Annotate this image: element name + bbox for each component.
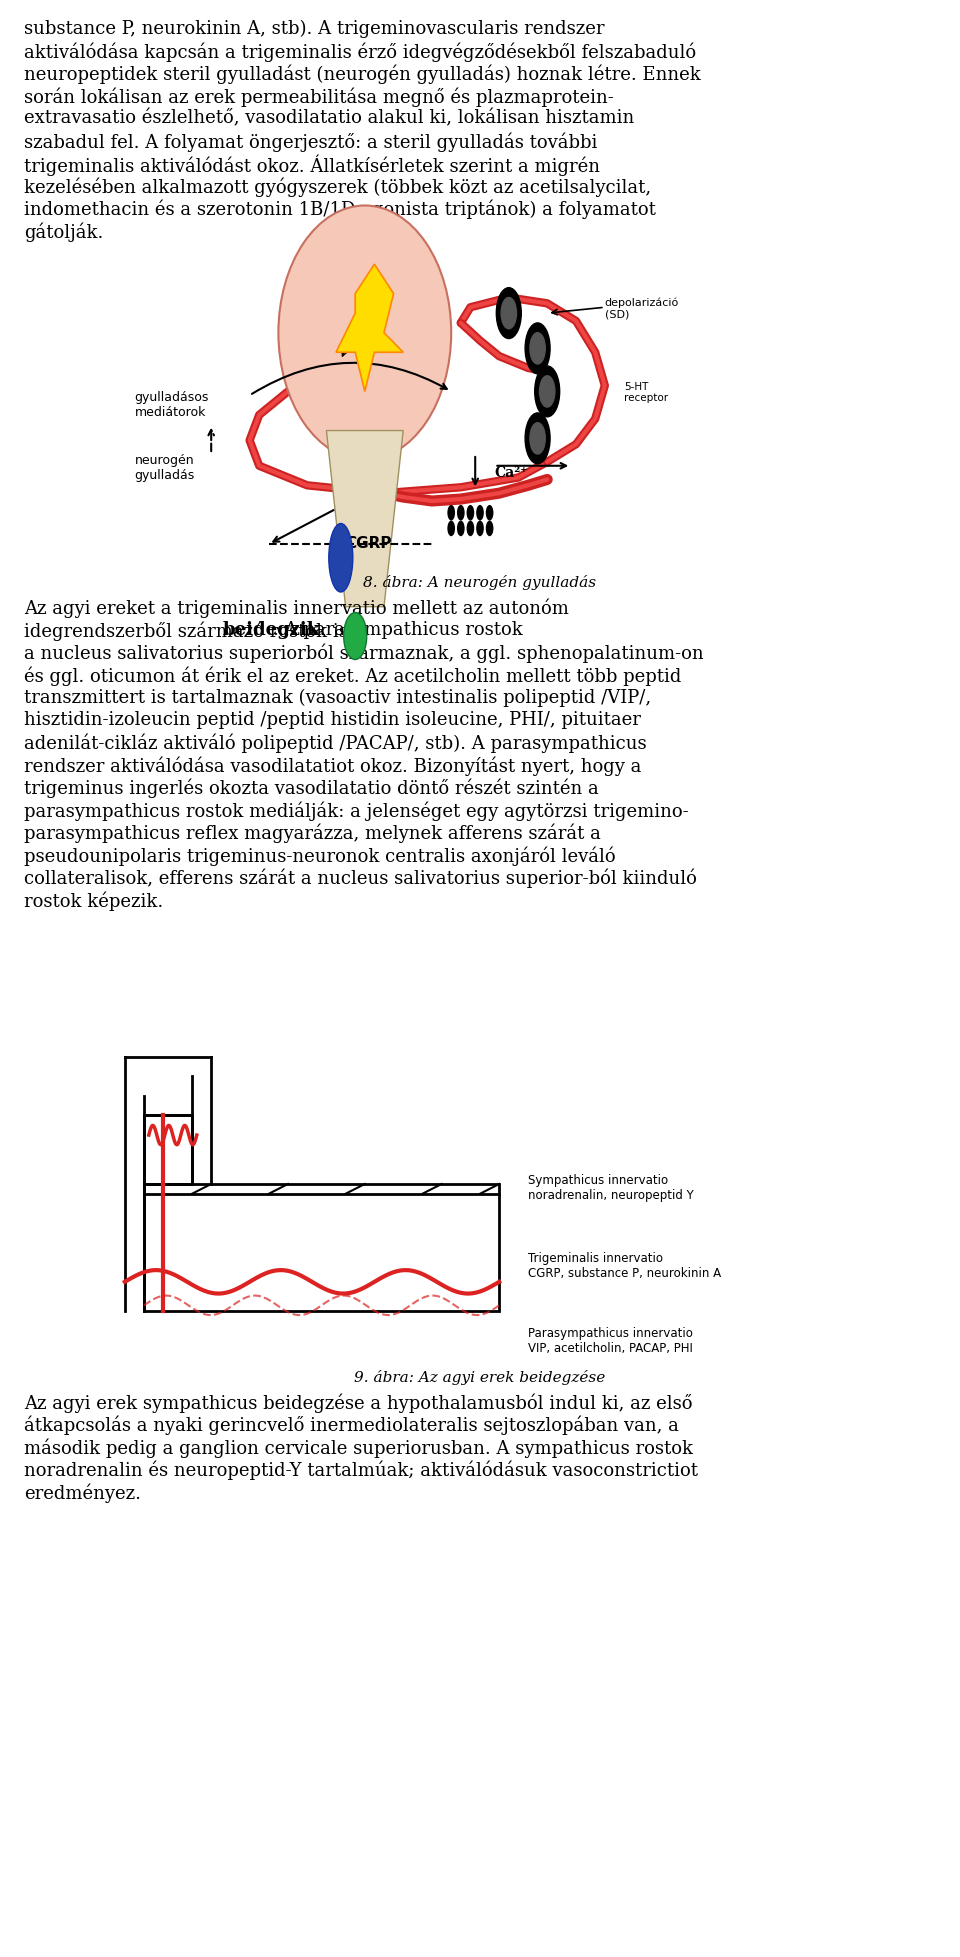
Circle shape: [486, 505, 493, 521]
Text: CGRP: CGRP: [346, 536, 392, 552]
Ellipse shape: [278, 205, 451, 460]
Polygon shape: [336, 264, 403, 391]
Text: hisztidin-izoleucin peptid /peptid histidin isoleucine, PHI/, pituitaer: hisztidin-izoleucin peptid /peptid histi…: [24, 712, 641, 730]
Text: 8. ábra: A neurogén gyulladás: 8. ábra: A neurogén gyulladás: [364, 575, 596, 591]
Text: kezelésében alkalmazott gyógyszerek (többek közt az acetilsalycilat,: kezelésében alkalmazott gyógyszerek (töb…: [24, 178, 651, 196]
Text: parasympathicus reflex magyarázza, melynek afferens szárát a: parasympathicus reflex magyarázza, melyn…: [24, 824, 601, 843]
Circle shape: [501, 297, 516, 329]
Text: beidegzik: beidegzik: [222, 622, 320, 640]
Circle shape: [344, 613, 367, 660]
Text: eredményez.: eredményez.: [24, 1483, 141, 1503]
Text: Sympathicus innervatio
noradrenalin, neuropeptid Y: Sympathicus innervatio noradrenalin, neu…: [528, 1174, 694, 1202]
Circle shape: [530, 333, 545, 364]
Text: Trigeminalis innervatio
CGRP, substance P, neurokinin A: Trigeminalis innervatio CGRP, substance …: [528, 1252, 721, 1280]
Text: gyulladásos
mediátorok: gyulladásos mediátorok: [134, 391, 208, 419]
Text: neurogén
gyulladás: neurogén gyulladás: [134, 454, 195, 481]
Text: 5-HT
receptor: 5-HT receptor: [624, 382, 668, 403]
Circle shape: [447, 521, 455, 536]
Text: rendszer aktiválódása vasodilatatiot okoz. Bizonyítást nyert, hogy a: rendszer aktiválódása vasodilatatiot oko…: [24, 757, 641, 775]
Ellipse shape: [328, 523, 352, 593]
Circle shape: [525, 413, 550, 464]
Text: Ca²⁺: Ca²⁺: [494, 466, 528, 479]
Text: Parasympathicus innervatio
VIP, acetilcholin, PACAP, PHI: Parasympathicus innervatio VIP, acetilch…: [528, 1327, 693, 1354]
Circle shape: [467, 505, 474, 521]
Circle shape: [457, 505, 465, 521]
Text: második pedig a ganglion cervicale superiorusban. A sympathicus rostok: második pedig a ganglion cervicale super…: [24, 1438, 693, 1458]
Text: trigeminalis aktiválódást okoz. Állatkísérletek szerint a migrén: trigeminalis aktiválódást okoz. Állatkís…: [24, 155, 600, 176]
Text: idegrendszerből származó rostok is: idegrendszerből származó rostok is: [24, 622, 353, 640]
Text: substance P, neurokinin A, stb). A trigeminovascularis rendszer: substance P, neurokinin A, stb). A trige…: [24, 20, 605, 37]
Text: 9. ábra: Az agyi erek beidegzése: 9. ábra: Az agyi erek beidegzése: [354, 1370, 606, 1386]
Text: transzmittert is tartalmaznak (vasoactiv intestinalis polipeptid /VIP/,: transzmittert is tartalmaznak (vasoactiv…: [24, 689, 651, 706]
Circle shape: [467, 521, 474, 536]
Circle shape: [447, 505, 455, 521]
Circle shape: [540, 376, 555, 407]
Circle shape: [530, 423, 545, 454]
Text: noradrenalin és neuropeptid-Y tartalmúak; aktiválódásuk vasoconstrictiot: noradrenalin és neuropeptid-Y tartalmúak…: [24, 1460, 698, 1479]
Text: pseudounipolaris trigeminus-neuronok centralis axonjáról leváló: pseudounipolaris trigeminus-neuronok cen…: [24, 847, 615, 865]
Text: parasympathicus rostok mediálják: a jelenséget egy agytörzsi trigemino-: parasympathicus rostok mediálják: a jele…: [24, 802, 688, 820]
Text: és ggl. oticumon át érik el az ereket. Az acetilcholin mellett több peptid: és ggl. oticumon át érik el az ereket. A…: [24, 665, 682, 685]
Text: depolarizáció
(SD): depolarizáció (SD): [605, 297, 679, 319]
Text: Az agyi erek sympathicus beidegzése a hypothalamusból indul ki, az első: Az agyi erek sympathicus beidegzése a hy…: [24, 1393, 692, 1413]
Text: során lokálisan az erek permeabilitása megnő és plazmaprotein-: során lokálisan az erek permeabilitása m…: [24, 86, 613, 106]
Text: indomethacin és a szerotonin 1B/1D agonista triptánok) a folyamatot: indomethacin és a szerotonin 1B/1D agoni…: [24, 200, 656, 219]
Circle shape: [486, 521, 493, 536]
Text: aktiválódása kapcsán a trigeminalis érző idegvégződésekből felszabaduló: aktiválódása kapcsán a trigeminalis érző…: [24, 41, 696, 61]
Text: átkapcsolás a nyaki gerincvelő inermediolateralis sejtoszlopában van, a: átkapcsolás a nyaki gerincvelő inermedio…: [24, 1417, 679, 1434]
Text: extravasatio észlelhető, vasodilatatio alakul ki, lokálisan hisztamin: extravasatio észlelhető, vasodilatatio a…: [24, 110, 635, 127]
Circle shape: [496, 288, 521, 339]
Text: neuropeptidek steril gyulladást (neurogén gyulladás) hoznak létre. Ennek: neuropeptidek steril gyulladást (neurogé…: [24, 65, 701, 84]
Text: trigeminus ingerlés okozta vasodilatatio döntő részét szintén a: trigeminus ingerlés okozta vasodilatatio…: [24, 779, 599, 798]
Circle shape: [476, 505, 484, 521]
Text: a nucleus salivatorius superiorból származnak, a ggl. sphenopalatinum-on: a nucleus salivatorius superiorból szárm…: [24, 644, 704, 663]
Circle shape: [525, 323, 550, 374]
Text: rostok képezik.: rostok képezik.: [24, 892, 163, 910]
Circle shape: [476, 521, 484, 536]
Circle shape: [535, 366, 560, 417]
Text: Az agyi ereket a trigeminalis innervatio mellett az autonóm: Az agyi ereket a trigeminalis innervatio…: [24, 599, 569, 618]
Circle shape: [457, 521, 465, 536]
Text: gátolják.: gátolják.: [24, 223, 104, 241]
Text: szabadul fel. A folyamat öngerjesztő: a steril gyulladás további: szabadul fel. A folyamat öngerjesztő: a …: [24, 133, 597, 151]
Text: collateralisok, efferens szárát a nucleus salivatorius superior-ból kiinduló: collateralisok, efferens szárát a nucleu…: [24, 869, 697, 888]
Polygon shape: [326, 431, 403, 607]
Text: adenilát-cikláz aktiváló polipeptid /PACAP/, stb). A parasympathicus: adenilát-cikláz aktiváló polipeptid /PAC…: [24, 734, 647, 753]
Text: . A parasympathicus rostok: . A parasympathicus rostok: [274, 622, 523, 640]
